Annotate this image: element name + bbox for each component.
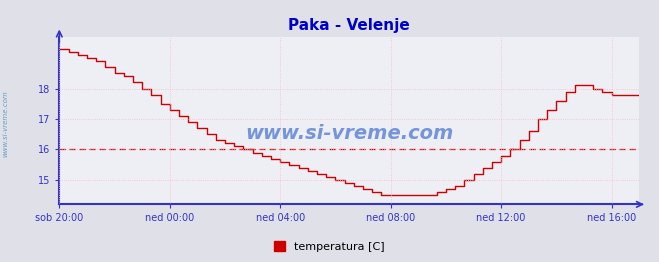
- Text: www.si-vreme.com: www.si-vreme.com: [245, 124, 453, 143]
- Title: Paka - Velenje: Paka - Velenje: [289, 18, 410, 33]
- Legend: temperatura [C]: temperatura [C]: [270, 237, 389, 256]
- Text: www.si-vreme.com: www.si-vreme.com: [2, 90, 9, 156]
